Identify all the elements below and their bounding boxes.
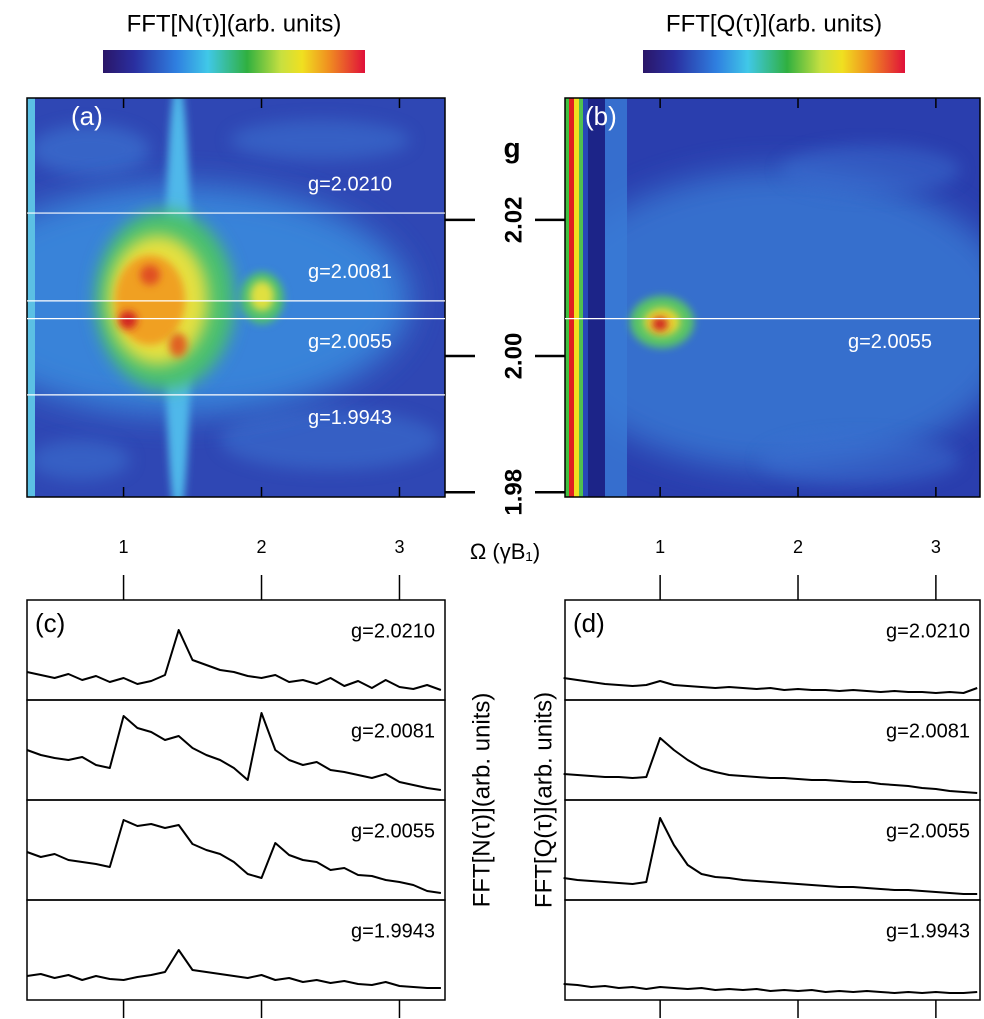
trace xyxy=(26,949,441,989)
series-label: g=2.0055 xyxy=(886,820,970,842)
x-tick-label: 1 xyxy=(655,537,665,557)
trace xyxy=(26,712,442,791)
subpanel-frame xyxy=(26,599,446,701)
cut-label: g=2.0081 xyxy=(308,261,392,283)
cut-label: g=2.0055 xyxy=(848,331,932,353)
cut-label: g=1.9943 xyxy=(308,407,392,429)
trace xyxy=(563,737,978,794)
colorbar xyxy=(643,50,905,73)
series-label: g=2.0081 xyxy=(351,720,435,742)
colorbar-label: FFT[Q(τ)](arb. units) xyxy=(666,10,882,37)
x-tick-label: 2 xyxy=(257,537,267,557)
panel-label: (b) xyxy=(585,101,617,131)
y-axis-label: FFT[Q(τ)](arb. units) xyxy=(530,692,557,908)
colorbar xyxy=(103,50,365,73)
trace xyxy=(26,629,442,691)
heatmap-b-image xyxy=(565,98,980,497)
trace xyxy=(563,983,978,994)
trace xyxy=(563,677,978,694)
y-tick-label: 2.00 xyxy=(500,333,527,380)
colorbar-label: FFT[N(τ)](arb. units) xyxy=(127,10,342,37)
series-label: g=1.9943 xyxy=(351,920,435,942)
y-tick-label: 2.02 xyxy=(500,197,527,244)
x-tick-label: 2 xyxy=(793,537,803,557)
series-label: g=2.0081 xyxy=(886,720,970,742)
x-tick-label: 1 xyxy=(119,537,129,557)
series-label: g=2.0210 xyxy=(351,620,435,642)
x-axis-label: Ω (γB₁) xyxy=(470,539,540,564)
panel-label: (d) xyxy=(573,608,605,638)
subpanel-frame xyxy=(564,699,981,801)
x-tick-label: 3 xyxy=(931,537,941,557)
panel-label: (c) xyxy=(35,608,65,638)
trace xyxy=(26,819,442,894)
frame xyxy=(564,97,981,498)
y-axis-label: g xyxy=(503,132,520,163)
subpanel-frame xyxy=(26,799,446,901)
trace xyxy=(563,817,978,895)
subpanel-frame xyxy=(26,899,446,1001)
cut-label: g=2.0210 xyxy=(308,173,392,195)
series-label: g=2.0210 xyxy=(886,620,970,642)
panel-label: (a) xyxy=(71,101,103,131)
cut-label: g=2.0055 xyxy=(308,331,392,353)
y-axis-label: FFT[N(τ)](arb. units) xyxy=(468,693,495,908)
series-label: g=1.9943 xyxy=(886,920,970,942)
y-tick-label: 1.98 xyxy=(500,469,527,516)
subpanel-frame xyxy=(564,899,981,1001)
subpanel-frame xyxy=(564,799,981,901)
heatmap-a-image xyxy=(27,98,445,497)
frame xyxy=(26,97,446,498)
series-label: g=2.0055 xyxy=(351,820,435,842)
subpanel-frame xyxy=(26,699,446,801)
x-tick-label: 3 xyxy=(394,537,404,557)
